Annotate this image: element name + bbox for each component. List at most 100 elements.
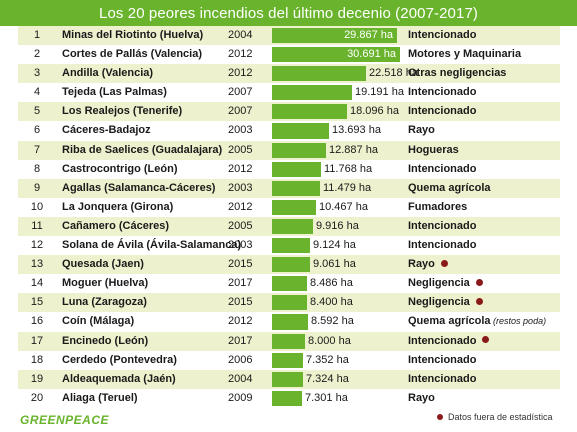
area-bar: [272, 66, 366, 82]
area-bar-cell: 8.486 ha: [272, 274, 422, 293]
rank-cell: 19: [30, 372, 44, 385]
table-row: 9 Agallas (Salamanca-Cáceres) 2003 11.479 h…: [18, 178, 560, 198]
cause-cell: Otras negligencias: [408, 64, 560, 83]
rank-cell: 2: [33, 48, 41, 61]
area-bar: [272, 257, 310, 273]
year-cell: 2012: [228, 162, 253, 175]
area-bar-cell: 9.916 ha: [272, 217, 422, 236]
table-row: 19 Aldeaquemada (Jaén) 2004 7.324 ha Intenci…: [18, 369, 560, 389]
year-cell: 2005: [228, 219, 253, 232]
area-bar-cell: 12.887 ha: [272, 141, 422, 160]
area-bar-cell: 10.467 ha: [272, 198, 422, 217]
cause-text: Intencionado: [408, 372, 477, 385]
cause-note: (restos poda): [490, 316, 547, 327]
cause-text: Quema agrícola: [408, 181, 491, 194]
rank-cell: 11: [31, 219, 43, 232]
area-label: 9.124 ha: [313, 239, 356, 252]
cause-text: Intencionado: [408, 353, 477, 366]
area-bar: [272, 314, 308, 330]
area-label: 8.400 ha: [310, 296, 353, 309]
table-row: 10 La Jonquera (Girona) 2012 10.467 ha Fumad…: [18, 197, 560, 217]
cause-text: Intencionado: [408, 86, 477, 99]
cause-text: Fumadores: [408, 200, 468, 213]
area-label: 7.352 ha: [306, 353, 349, 366]
chart-title: Los 20 peores incendios del último decen…: [0, 0, 577, 26]
area-bar-cell: 8.400 ha: [272, 293, 422, 312]
cause-text: Intencionado: [408, 105, 477, 118]
area-bar-cell: 7.324 ha: [272, 370, 422, 389]
cause-cell: Negligencia: [408, 293, 560, 312]
area-bar-cell: 11.479 ha: [272, 179, 422, 198]
table-row: 7 Riba de Saelices (Guadalajara) 2005 12.88…: [18, 140, 560, 160]
area-label: 12.887 ha: [329, 143, 378, 156]
location-cell: Cáceres-Badajoz: [62, 124, 151, 137]
year-cell: 2009: [228, 391, 253, 404]
rank-cell: 13: [30, 258, 44, 271]
year-cell: 2005: [228, 143, 253, 156]
year-cell: 2012: [228, 48, 253, 61]
legend: Datos fuera de estadística: [437, 412, 553, 422]
table-row: 11 Cañamero (Cáceres) 2005 9.916 ha Intencio…: [18, 216, 560, 237]
rank-cell: 8: [33, 162, 41, 175]
location-cell: Agallas (Salamanca-Cáceres): [62, 181, 216, 194]
rank-cell: 20: [30, 391, 44, 404]
area-label: 11.768 ha: [324, 162, 373, 175]
cause-text: Hogueras: [408, 143, 459, 156]
location-cell: La Jonquera (Girona): [62, 200, 174, 213]
year-cell: 2012: [228, 67, 253, 80]
cause-cell: Intencionado: [408, 26, 560, 45]
location-cell: Los Realejos (Tenerife): [62, 105, 183, 118]
year-cell: 2012: [228, 315, 253, 328]
area-bar-cell: 8.000 ha: [272, 332, 422, 351]
rank-cell: 1: [33, 29, 41, 41]
area-label: 19.191 ha: [355, 86, 404, 99]
cause-text: Intencionado: [408, 162, 477, 175]
cause-cell: Rayo: [408, 255, 560, 274]
location-cell: Andilla (Valencia): [62, 67, 154, 80]
area-bar-cell: 9.061 ha: [272, 255, 422, 274]
year-cell: 2003: [228, 181, 253, 194]
area-bar: [272, 276, 307, 292]
table-row: 17 Encinedo (León) 2017 8.000 ha Intencionad…: [18, 331, 560, 351]
rank-cell: 15: [30, 296, 44, 309]
location-cell: Cerdedo (Pontevedra): [62, 353, 177, 366]
cause-text: Otras negligencias: [408, 67, 507, 80]
table-row: 16 Coín (Málaga) 2012 8.592 ha Quema agrícol…: [18, 312, 560, 332]
table-row: 15 Luna (Zaragoza) 2015 8.400 ha Negligencia: [18, 293, 560, 313]
area-bar-cell: 22.518 ha: [272, 64, 422, 83]
rank-cell: 7: [33, 143, 41, 156]
table-row: 14 Moguer (Huelva) 2017 8.486 ha Negligencia: [18, 274, 560, 294]
area-bar: [272, 371, 303, 387]
cause-cell: Motores y Maquinaria: [408, 45, 560, 64]
area-bar: [272, 142, 326, 158]
area-label: 7.301 ha: [305, 391, 348, 404]
area-bar-cell: 11.768 ha: [272, 160, 422, 179]
cause-cell: Intencionado: [408, 351, 560, 370]
area-bar-cell: 9.124 ha: [272, 236, 422, 255]
table-row: 18 Cerdedo (Pontevedra) 2006 7.352 ha Intenc…: [18, 350, 560, 370]
year-cell: 2012: [228, 200, 253, 213]
out-of-statistics-dot-icon: [475, 297, 483, 305]
cause-cell: Fumadores: [408, 198, 560, 217]
cause-cell: Quema agrícola: [408, 179, 560, 198]
table-row: 6 Cáceres-Badajoz 2003 13.693 ha Rayo: [18, 121, 560, 141]
table-row: 8 Castrocontrigo (León) 2012 11.768 ha Inten…: [18, 159, 560, 179]
area-label: 22.518 ha: [369, 67, 418, 80]
area-bar: [272, 161, 321, 177]
area-bar: [272, 85, 352, 101]
legend-dot-icon: [437, 413, 443, 420]
area-bar-cell: 29.867 ha: [272, 26, 422, 45]
area-bar-cell: 8.592 ha: [272, 312, 422, 331]
cause-cell: Hogueras: [408, 141, 560, 160]
location-cell: Moguer (Huelva): [62, 277, 149, 290]
rank-cell: 6: [33, 124, 41, 137]
rank-cell: 12: [30, 239, 44, 252]
area-bar-cell: 30.691 ha: [272, 45, 422, 64]
area-label: 7.324 ha: [306, 372, 349, 385]
year-cell: 2004: [228, 372, 253, 385]
area-bar-cell: 7.301 ha: [272, 389, 422, 408]
rank-cell: 9: [33, 181, 41, 194]
area-bar: [272, 28, 397, 44]
rank-cell: 16: [30, 315, 44, 328]
area-label: 10.467 ha: [319, 200, 368, 213]
